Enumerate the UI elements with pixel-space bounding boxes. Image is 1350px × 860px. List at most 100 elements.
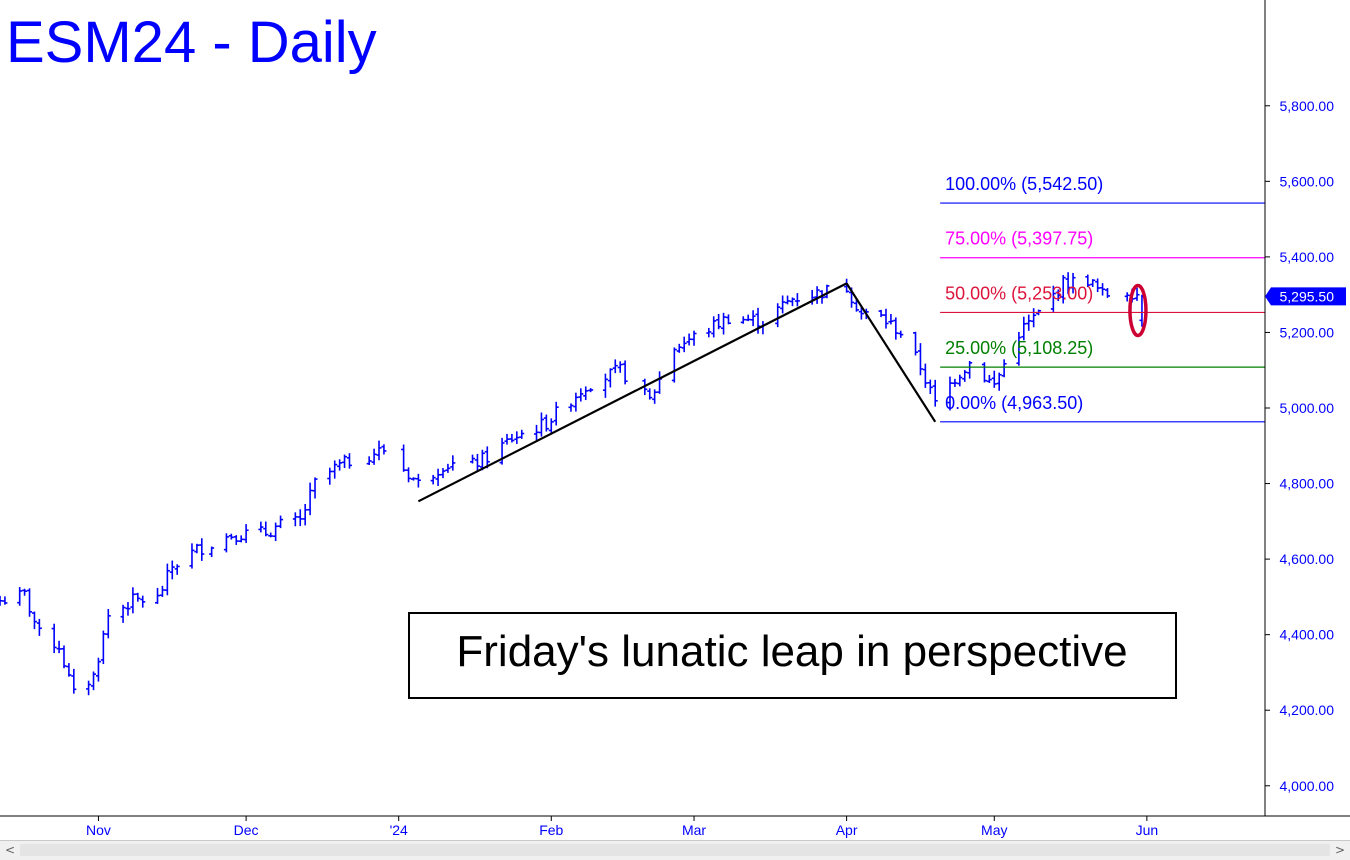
ohlc-bar [155, 587, 161, 604]
ohlc-bar [499, 437, 505, 465]
ohlc-bar [346, 453, 352, 469]
ohlc-bar [538, 412, 544, 437]
ohlc-bar [1050, 285, 1056, 312]
ohlc-bar [445, 463, 451, 473]
ohlc-bar [159, 585, 165, 597]
ohlc-bar [504, 433, 510, 445]
ohlc-bar [1026, 314, 1032, 331]
ohlc-bar [740, 316, 746, 324]
ohlc-bar [36, 618, 42, 636]
ohlc-bar [479, 449, 485, 471]
ohlc-bar [415, 473, 421, 488]
ohlc-bar [22, 588, 28, 596]
ohlc-bar [514, 431, 520, 444]
ohlc-bar [1060, 275, 1066, 304]
ohlc-bar [223, 533, 229, 553]
ohlc-bar [164, 563, 170, 596]
ohlc-bar [1031, 308, 1037, 328]
ohlc-bar [612, 359, 618, 374]
ohlc-bar [607, 368, 613, 388]
ohlc-bar [745, 314, 751, 322]
ohlc-bar [750, 310, 756, 327]
ohlc-bar [947, 376, 953, 411]
scrollbar-track[interactable] [20, 844, 1330, 856]
ohlc-bar [952, 378, 958, 387]
price-tick-label: 4,400.00 [1280, 627, 1335, 643]
ohlc-bar [169, 560, 175, 580]
time-tick-label: Nov [86, 822, 111, 838]
ohlc-bar [332, 460, 338, 479]
ohlc-bar [617, 361, 623, 373]
ohlc-bar [1001, 359, 1007, 378]
annotation-text: Friday's lunatic leap in perspective [456, 627, 1127, 676]
retracement-levels: 100.00% (5,542.50) 75.00% (5,397.75) 50.00… [940, 174, 1265, 423]
ohlc-bar [406, 467, 412, 483]
ohlc-bar [898, 330, 904, 338]
trendlines [417, 282, 937, 503]
ohlc-bar [986, 374, 992, 383]
trendline [845, 282, 937, 423]
annotation-box: Friday's lunatic leap in perspective [408, 612, 1177, 699]
time-tick-label: Jun [1136, 822, 1159, 838]
ohlc-bar [588, 388, 594, 393]
ohlc-bar [1095, 278, 1101, 293]
ohlc-bar [435, 468, 441, 486]
ohlc-bar [342, 454, 348, 469]
ohlc-bar [981, 362, 987, 383]
ohlc-bar [86, 680, 92, 696]
ohlc-bar [337, 459, 343, 471]
ohlc-bar [307, 482, 313, 516]
ohlc-bar [716, 313, 722, 330]
ohlc-bar [312, 477, 318, 499]
ohlc-bar [474, 453, 480, 472]
ohlc-bar [1134, 287, 1140, 301]
ohlc-bar [676, 343, 682, 353]
ohlc-bar [1124, 292, 1130, 302]
annotation-frame [408, 612, 1177, 699]
ohlc-bar [1085, 274, 1091, 288]
ohlc-bar [578, 388, 584, 402]
ohlc-bar [789, 297, 795, 307]
ohlc-bar [1090, 279, 1096, 287]
highlight-ellipse [1128, 283, 1148, 338]
time-tick-label: Feb [539, 822, 563, 838]
ohlc-bar [258, 521, 264, 533]
ohlc-bar [209, 546, 215, 558]
price-tick-label: 5,000.00 [1280, 400, 1335, 416]
ohlc-bar [27, 588, 33, 617]
horizontal-scrollbar[interactable]: < > [0, 840, 1350, 860]
trendline [417, 282, 848, 503]
ohlc-bar [1065, 272, 1071, 295]
ohlc-bar [671, 347, 677, 383]
ohlc-bar [410, 477, 416, 481]
ohlc-bar [199, 538, 205, 561]
ohlc-bar [263, 521, 269, 537]
scroll-right-icon[interactable]: > [1334, 843, 1346, 857]
time-tick-label: May [981, 822, 1007, 838]
ohlc-bar [278, 515, 284, 529]
ohlc-bar [509, 433, 515, 443]
ohlc-bar [913, 331, 919, 356]
ohlc-bar [327, 467, 333, 485]
ohlc-bar [91, 671, 97, 691]
ohlc-bar [297, 509, 303, 527]
price-tick-label: 4,000.00 [1280, 778, 1335, 794]
price-tick-label: 4,600.00 [1280, 551, 1335, 567]
ohlc-bar [686, 333, 692, 346]
ohlc-bar [543, 414, 549, 432]
ohlc-bar [932, 379, 938, 407]
scroll-left-icon[interactable]: < [4, 843, 16, 857]
ohlc-bar [95, 657, 101, 682]
ohlc-bar [967, 360, 973, 379]
level-label: 0.00% (4,963.50) [945, 393, 1083, 413]
ohlc-bar [381, 444, 387, 455]
level-label: 50.00% (5,253.00) [945, 283, 1093, 303]
ohlc-bar [31, 611, 37, 630]
ohlc-bar [17, 587, 23, 606]
ohlc-bar [366, 456, 372, 466]
ohlc-bar [0, 595, 3, 606]
ohlc-bar [1104, 288, 1110, 298]
price-axis: 4,000.00 4,200.00 4,400.00 4,600.00 4,800.00… [0, 0, 1350, 817]
ohlc-bar [1016, 331, 1022, 366]
ohlc-bar [573, 392, 579, 412]
